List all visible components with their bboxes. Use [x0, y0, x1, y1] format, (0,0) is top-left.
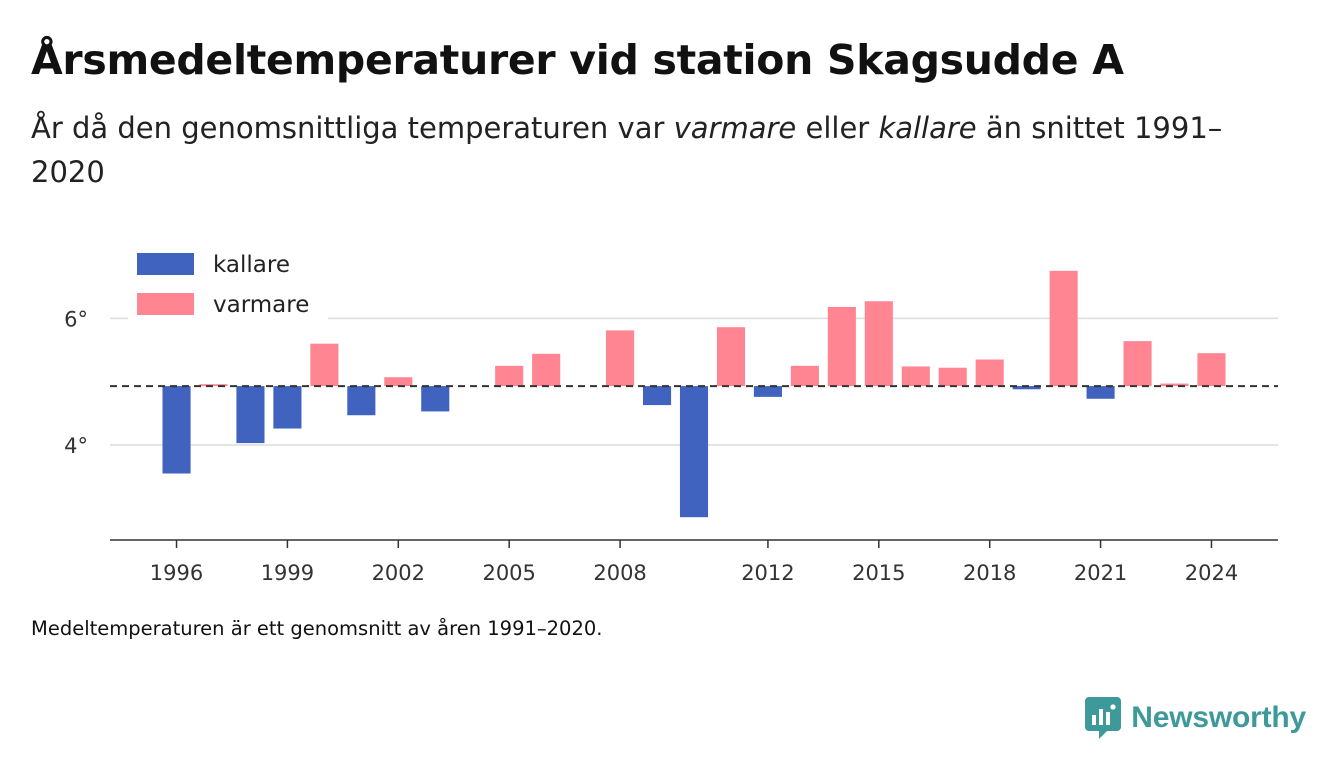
bar-2009	[642, 386, 672, 406]
x-tick-label: 2015	[852, 561, 905, 585]
footnote: Medeltemperaturen är ett genomsnitt av å…	[31, 617, 603, 640]
chart-title: Årsmedeltemperaturer vid station Skagsud…	[31, 36, 1124, 84]
newsworthy-logo-icon	[1085, 697, 1122, 739]
bar-2005	[495, 365, 524, 387]
x-tick-label: 2012	[741, 561, 794, 585]
bar-2003	[421, 386, 450, 412]
bar-2015	[864, 301, 893, 387]
bar-1998	[236, 386, 265, 444]
bar-1997	[199, 384, 228, 387]
bar-2021	[1086, 386, 1115, 399]
y-tick-label: 6°	[64, 307, 88, 331]
x-tick-label: 2008	[593, 561, 646, 585]
x-tick-label: 2002	[372, 561, 425, 585]
x-tick-label: 2005	[482, 561, 535, 585]
bar-2000	[310, 343, 339, 387]
x-tick-label: 1999	[261, 561, 314, 585]
x-tick-label: 2018	[963, 561, 1016, 585]
y-tick-label: 4°	[64, 434, 88, 458]
bar-2010	[679, 386, 709, 518]
subtitle-varmare: varmare	[673, 111, 797, 145]
bar-2020	[1049, 270, 1078, 387]
legend-swatch-varmare	[137, 293, 194, 315]
brand-name: Newsworthy	[1131, 701, 1306, 734]
bar-2013	[790, 365, 819, 387]
bar-2001	[347, 386, 376, 416]
bar-2024	[1197, 353, 1226, 387]
subtitle-text-3: än snittet 1991–2020	[31, 111, 1223, 189]
legend-label-varmare: varmare	[213, 292, 309, 318]
subtitle-text-1: År då den genomsnittliga temperaturen va…	[31, 111, 674, 145]
bar-2019	[1012, 386, 1041, 390]
bar-2006	[532, 353, 561, 387]
legend-swatch-kallare	[137, 253, 194, 275]
temperature-bar-chart: 4° 6° 1996 1999 2002 2005 2008 2012 2015 2018 2021…	[64, 243, 1278, 585]
bar-2012	[753, 386, 782, 397]
bar-2016	[901, 366, 930, 387]
x-tick-label: 1996	[150, 561, 203, 585]
bar-2018	[975, 359, 1004, 387]
bars	[162, 270, 1226, 518]
chart-subtitle: År då den genomsnittliga temperaturen va…	[31, 106, 1251, 194]
brand: Newsworthy	[1085, 697, 1306, 739]
bar-2008	[606, 330, 635, 387]
bar-2011	[716, 327, 746, 387]
subtitle-kallare: kallare	[878, 111, 977, 145]
bar-2002	[384, 377, 413, 387]
legend: kallare varmare	[128, 243, 328, 329]
bar-2023	[1160, 383, 1189, 387]
subtitle-text-2: eller	[796, 111, 879, 145]
bar-1999	[273, 386, 302, 429]
axes: 4° 6° 1996 1999 2002 2005 2008 2012 2015 2018 2021…	[64, 307, 1278, 585]
x-tick-label: 2024	[1185, 561, 1238, 585]
bar-1996	[162, 386, 191, 474]
bar-2014	[827, 306, 856, 387]
bar-2022	[1123, 341, 1152, 387]
bar-2017	[938, 367, 967, 387]
x-tick-label: 2021	[1074, 561, 1127, 585]
legend-label-kallare: kallare	[213, 252, 290, 278]
